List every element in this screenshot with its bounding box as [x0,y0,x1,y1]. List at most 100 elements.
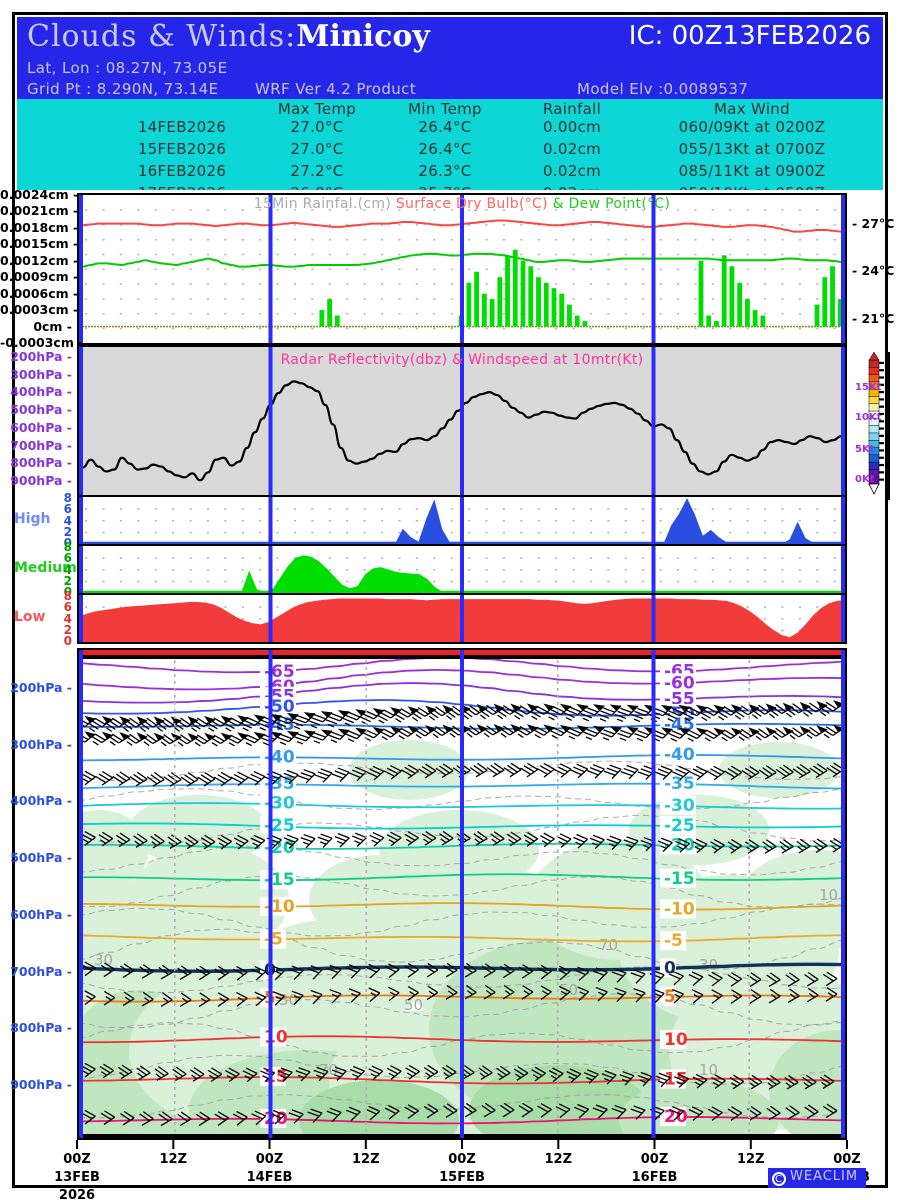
temp-y-tick: - 24°C [852,263,895,279]
svg-text:10: 10 [819,886,838,904]
cell-max-temp: 26.8°C [257,184,377,190]
cell-max-wind: 085/11Kt at 0900Z [678,162,826,180]
radar-windspeed-panel [77,345,847,497]
cell-rainfall: 0.02cm [542,162,602,180]
cloud-y-tick: 0 [63,536,72,550]
cloud-row-label: Medium [14,559,77,576]
svg-text:-10: -10 [664,899,695,919]
svg-text:-35: -35 [664,774,695,794]
cell-rainfall: 0.00cm [542,118,602,136]
cell-min-temp: 25.7°C [385,184,505,190]
temp-y-tick: - 27°C [852,215,895,231]
radar-pressure-tick: 500hPa - [10,402,72,418]
main-pressure-tick: 300hPa - [10,736,72,752]
radar-pressure-tick: 700hPa - [10,437,72,453]
time-tick-label: 00Z [640,1152,669,1167]
cloud-y-tick: 8 [63,491,72,505]
cloud-y-tick: 8 [63,540,72,554]
day-label: 15FEB [439,1170,485,1185]
colorbar-tick: 0Kt [855,474,875,485]
cloud-y-tick: 2 [63,573,72,588]
radar-pressure-tick: 900hPa - [10,473,72,488]
low-cloud-panel [77,595,847,644]
col-header-rainfall: Rainfall [542,100,602,118]
radar-pressure-tick: 800hPa - [10,455,72,471]
cloud-y-tick: 0 [63,634,72,648]
radar-pressure-tick: 200hPa - [10,349,72,364]
time-tick-label: 12Z [159,1152,188,1167]
rain-y-tick: 0.0009cm - [0,269,79,285]
svg-text:30: 30 [279,991,298,1009]
rain-y-tick: 0cm - [33,318,72,334]
table-row: 14FEB2026 27.0°C 26.4°C 0.00cm 060/09Kt … [17,118,883,137]
rain-y-tick: 0.0018cm - [0,219,79,235]
col-header-max-temp: Max Temp [277,100,357,118]
svg-text:30: 30 [699,956,718,974]
svg-text:30: 30 [94,951,113,969]
wrf-version-text: WRF Ver 4.2 Product [255,80,417,98]
time-axis-ticks [76,1140,848,1149]
rain-y-tick: 0.0024cm - [0,187,79,202]
svg-text:20: 20 [664,1107,688,1127]
col-header-max-wind: Max Wind [714,100,790,118]
colorbar-tick: 15Kt [855,382,882,393]
time-tick-label: 12Z [351,1152,380,1167]
time-tick-label: 00Z [448,1152,476,1167]
main-pressure-tick: 200hPa - [10,680,72,695]
svg-text:0: 0 [664,958,676,978]
table-row: 17FEB2026 26.8°C 25.7°C 0.02cm 050/10Kt … [17,184,883,190]
main-pressure-tick: 700hPa - [10,963,72,979]
table-header-row: Max Temp Min Temp Rainfall Max Wind [17,100,883,119]
rain-y-tick: 0.0012cm - [0,252,79,268]
svg-text:-20: -20 [664,835,695,855]
table-row: 16FEB2026 27.2°C 26.3°C 0.02cm 085/11Kt … [17,162,883,181]
svg-text:-5: -5 [264,929,283,949]
low-cloud-plot [79,595,845,642]
cell-rainfall: 0.02cm [542,140,602,158]
cloud-y-tick: 2 [63,524,72,539]
colorbar-svg [868,351,890,500]
header-banner: Clouds & Winds:Minicoy IC: 00Z13FEB2026 … [17,17,883,99]
cloud-y-tick: 6 [63,502,72,517]
temp-y-tick: - 21°C [852,311,895,327]
rain-y-tick: 0.0006cm - [0,285,79,301]
page-border [12,12,888,1188]
title-prefix: Clouds & Winds: [27,19,297,54]
radar-pressure-tick: 600hPa - [10,419,72,435]
svg-text:-5: -5 [664,931,683,951]
svg-text:50: 50 [559,981,578,999]
cell-max-temp: 27.0°C [290,140,344,158]
main-pressure-tick: 500hPa - [10,850,72,866]
high-cloud-plot [79,497,845,544]
svg-text:-60: -60 [664,673,695,693]
latlon-text: Lat, Lon : 08.27N, 73.05E [27,59,228,77]
watermark-text: WEACLIM [790,1169,859,1184]
model-elevation-text: Model Elv :0.0089537 [577,80,749,98]
radar-pressure-tick: 400hPa - [10,384,72,400]
main-pressure-tick: 600hPa - [10,906,72,922]
cloud-y-tick: 2 [63,622,72,637]
time-tick-label: 00Z [63,1152,91,1167]
svg-text:5: 5 [664,987,676,1007]
main-pressure-tick: 400hPa - [10,793,72,809]
year-label: 2026 [58,1188,96,1200]
initial-condition-label: IC: 00Z13FEB2026 [628,21,871,51]
svg-text:70: 70 [319,1061,338,1079]
cloud-y-tick: 4 [63,513,72,528]
summary-table: Max Temp Min Temp Rainfall Max Wind 14FE… [17,99,883,190]
cloud-y-tick: 4 [63,611,72,626]
weaclim-watermark: C WEACLIM [768,1168,867,1188]
svg-text:10: 10 [264,1027,288,1047]
cell-rainfall: 0.02cm [517,184,627,190]
cell-min-temp: 26.3°C [418,162,472,180]
cell-max-temp: 27.0°C [290,118,344,136]
copyright-icon: C [772,1172,786,1186]
svg-text:70: 70 [599,936,618,954]
cloud-row-label: High [14,510,51,527]
day-label: 13FEB [54,1170,100,1185]
cell-date: 14FEB2026 [137,118,227,136]
rainfall-temperature-plot [79,195,845,343]
cloud-y-tick: 4 [63,562,72,577]
cloud-y-tick: 6 [63,600,72,615]
cell-max-wind: 050/10Kt at 0500Z [637,184,867,190]
